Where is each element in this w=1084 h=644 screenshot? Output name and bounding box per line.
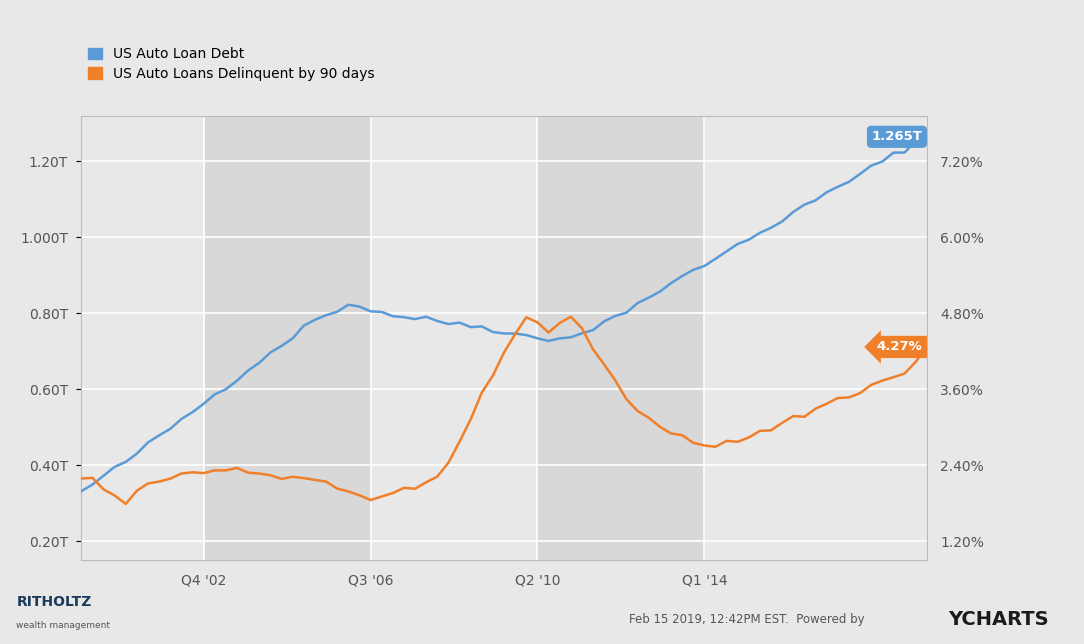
Text: 4.27%: 4.27% bbox=[877, 341, 922, 354]
Bar bbox=[705, 116, 927, 560]
Text: wealth management: wealth management bbox=[16, 621, 111, 630]
Text: 1.265T: 1.265T bbox=[872, 130, 922, 144]
Bar bbox=[538, 116, 705, 560]
Text: Feb 15 2019, 12:42PM EST.  Powered by: Feb 15 2019, 12:42PM EST. Powered by bbox=[629, 613, 868, 626]
Text: YCHARTS: YCHARTS bbox=[948, 610, 1049, 629]
Legend: US Auto Loan Debt, US Auto Loans Delinquent by 90 days: US Auto Loan Debt, US Auto Loans Delinqu… bbox=[88, 47, 375, 81]
Text: RITHOLTZ: RITHOLTZ bbox=[16, 594, 92, 609]
Bar bbox=[371, 116, 538, 560]
Bar bbox=[81, 116, 204, 560]
Bar bbox=[204, 116, 371, 560]
